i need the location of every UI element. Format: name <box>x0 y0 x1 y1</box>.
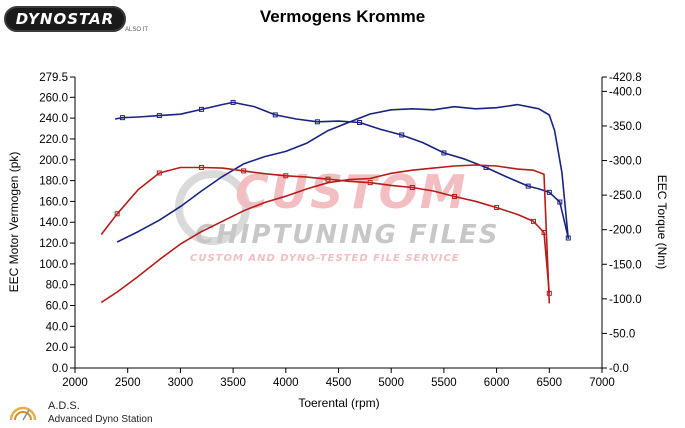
y-left-tick-label: 260.0 <box>39 92 68 104</box>
logo-sub: ALSO IT <box>125 27 149 33</box>
series-point-2 <box>272 112 278 118</box>
series-point-4 <box>325 176 331 182</box>
y-left-tick-label: 20.0 <box>46 342 68 354</box>
series-line-4 <box>100 166 551 294</box>
series-point-2 <box>314 119 320 125</box>
x-tick-label: 3500 <box>220 377 246 389</box>
y-left-tick-label: 60.0 <box>46 301 68 313</box>
y-right-tick-label: -0.0 <box>609 363 629 375</box>
series-point-4 <box>367 180 373 186</box>
x-tick-label: 3000 <box>168 377 194 389</box>
x-tick-label: 6500 <box>537 377 563 389</box>
y-right-axis-label: EEC Torque (Nm) <box>655 175 669 269</box>
series-point-4 <box>546 290 552 296</box>
y-left-axis-label: EEC Motor Vermogen (pk) <box>7 152 21 293</box>
x-tick-label: 5500 <box>431 377 457 389</box>
series-point-4 <box>114 211 120 217</box>
y-left-tick-label: 40.0 <box>46 321 68 333</box>
series-point-2 <box>557 199 563 205</box>
series-point-4 <box>541 229 547 235</box>
y-left-tick-label: 100.0 <box>39 259 68 271</box>
x-axis-label: Toerental (rpm) <box>298 396 379 410</box>
y-left-tick-label: 0.0 <box>52 363 68 375</box>
series-point-2 <box>525 183 531 189</box>
x-tick-label: 4500 <box>326 377 352 389</box>
series-line-1 <box>116 103 570 243</box>
series-line-2 <box>114 101 570 239</box>
y-left-tick-label: 279.5 <box>39 72 68 84</box>
y-left-tick-label: 200.0 <box>39 155 68 167</box>
series-point-4 <box>451 193 457 199</box>
y-right-tick-label: -300.0 <box>609 156 642 168</box>
y-right-tick-label: -150.0 <box>609 259 642 271</box>
x-tick-label: 7000 <box>589 377 615 389</box>
series-point-4 <box>530 218 536 224</box>
y-left-tick-label: 220.0 <box>39 134 68 146</box>
series-point-4 <box>156 170 162 176</box>
y-right-tick-label: -350.0 <box>609 121 642 133</box>
logo-text: DYNOSTAR <box>15 10 115 28</box>
series-point-2 <box>546 189 552 195</box>
series-point-4 <box>283 173 289 179</box>
y-left-tick-label: 140.0 <box>39 217 68 229</box>
y-right-tick-label: -400.0 <box>609 86 642 98</box>
series-point-2 <box>399 132 405 138</box>
series-point-2 <box>441 150 447 156</box>
page-title: Vermogens Kromme <box>259 7 426 26</box>
y-left-tick-label: 160.0 <box>39 196 68 208</box>
footer-name: A.D.S. <box>48 400 80 412</box>
series-point-2 <box>565 235 571 241</box>
series-point-2 <box>230 99 236 105</box>
series-point-2 <box>156 113 162 119</box>
x-tick-label: 6000 <box>484 377 510 389</box>
y-left-tick-label: 80.0 <box>46 280 68 292</box>
series-point-4 <box>409 185 415 191</box>
series-point-4 <box>494 205 500 211</box>
x-tick-label: 2500 <box>115 377 141 389</box>
series-point-4 <box>241 168 247 174</box>
y-right-tick-label: -250.0 <box>609 190 642 202</box>
footer-subtitle: Advanced Dyno Station <box>48 414 153 425</box>
series-point-2 <box>357 120 363 126</box>
chart-series <box>100 99 571 304</box>
x-tick-label: 4000 <box>273 377 299 389</box>
y-right-tick-label: -200.0 <box>609 225 642 237</box>
x-tick-label: 2000 <box>62 377 88 389</box>
dynostar-logo: DYNOSTAR <box>4 6 126 32</box>
y-left-tick-label: 240.0 <box>39 113 68 125</box>
chart-axes: 2000 2500 3000 3500 4000 4500 5000 5500 6000 6500… <box>39 72 641 389</box>
series-point-2 <box>198 106 204 112</box>
x-tick-label: 5000 <box>378 377 404 389</box>
series-point-4 <box>198 164 204 170</box>
series-point-2 <box>119 115 125 121</box>
y-right-tick-label: -50.0 <box>609 328 635 340</box>
y-right-tick-label: -420.8 <box>609 72 642 84</box>
y-right-tick-label: -100.0 <box>609 294 642 306</box>
y-left-tick-label: 180.0 <box>39 176 68 188</box>
series-line-3 <box>100 164 551 304</box>
ads-logo-icon <box>9 406 37 421</box>
y-left-tick-label: 120.0 <box>39 238 68 250</box>
